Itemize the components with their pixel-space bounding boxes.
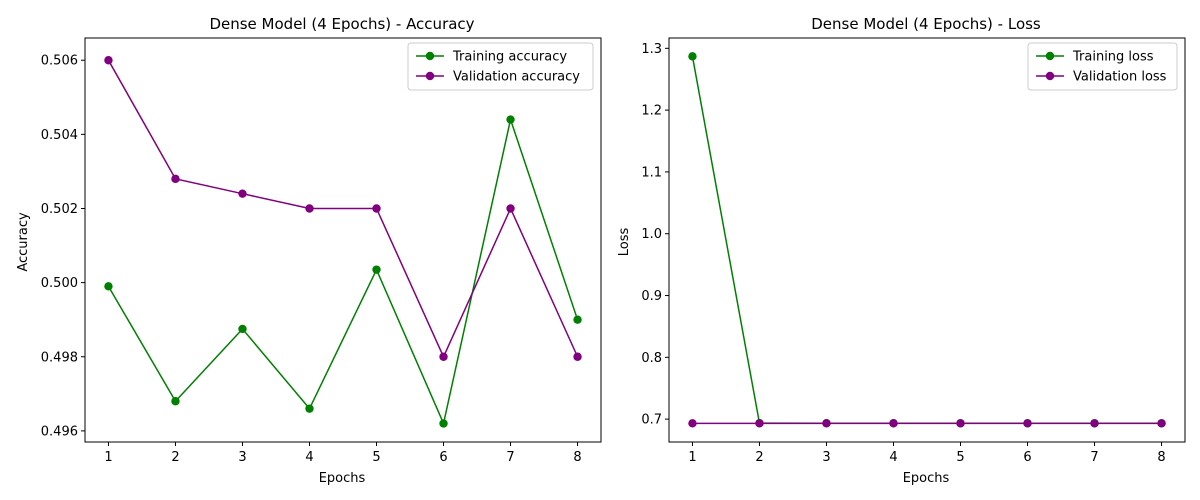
chart-title: Dense Model (4 Epochs) - Accuracy: [209, 15, 474, 33]
data-point: [1090, 419, 1099, 428]
y-tick-label: 0.7: [641, 413, 662, 428]
x-tick-label: 4: [305, 450, 313, 465]
x-tick-label: 2: [171, 450, 179, 465]
legend-label: Validation loss: [1073, 70, 1167, 85]
legend-marker: [425, 51, 435, 61]
legend-label: Training loss: [1072, 50, 1154, 65]
y-tick-label: 1.2: [641, 104, 662, 119]
data-point: [956, 419, 965, 428]
x-tick-label: 7: [1090, 450, 1098, 465]
data-point: [439, 419, 448, 428]
data-point: [372, 204, 381, 213]
y-tick-label: 0.500: [41, 276, 78, 291]
y-tick-label: 0.502: [41, 202, 78, 217]
accuracy-chart: Dense Model (4 Epochs) - Accuracy Epochs…: [16, 15, 602, 486]
y-tick-label: 1.1: [641, 165, 662, 180]
data-point: [439, 352, 448, 361]
data-point: [104, 282, 113, 291]
plot-frame: [668, 37, 1186, 443]
y-tick-label: 0.9: [641, 289, 662, 304]
legend-label: Training accuracy: [452, 50, 567, 65]
data-point: [104, 56, 113, 65]
data-point: [305, 404, 314, 413]
y-tick-label: 0.496: [41, 424, 78, 439]
loss-chart: Dense Model (4 Epochs) - Loss Epochs Los…: [617, 15, 1186, 486]
data-point: [506, 204, 515, 213]
data-point: [171, 397, 180, 406]
x-tick-label: 8: [573, 450, 581, 465]
x-tick-label: 1: [688, 450, 696, 465]
data-point: [171, 174, 180, 184]
axis-ticks: 1 2 3 4 5 6 7 8 0.496 0.498 0.500 0.502 0.504 0.506: [41, 54, 582, 465]
legend: Training loss Validation loss: [1027, 42, 1178, 91]
series-line: [691, 56, 1162, 425]
x-axis-label: Epochs: [903, 471, 950, 486]
y-axis-label: Loss: [617, 228, 632, 257]
x-tick-label: 3: [238, 450, 246, 465]
x-tick-label: 6: [439, 450, 447, 465]
data-point: [238, 324, 247, 334]
y-axis-label: Accuracy: [16, 212, 31, 272]
x-tick-label: 5: [956, 450, 964, 465]
data-point: [573, 315, 582, 324]
y-tick-label: 0.504: [41, 128, 78, 143]
series-lines: [688, 52, 1166, 428]
data-point: [238, 189, 247, 198]
x-tick-label: 5: [372, 450, 380, 465]
data-point: [573, 352, 582, 361]
data-point: [372, 265, 381, 274]
data-point: [1157, 419, 1166, 428]
axis-ticks: 1 2 3 4 5 6 7 8 0.7 0.8 0.9 1.0 1.1 1.2 1.3: [641, 42, 1165, 465]
data-point: [506, 115, 515, 124]
y-tick-label: 1.3: [641, 42, 662, 57]
y-tick-label: 0.8: [641, 351, 662, 366]
x-axis-label: Epochs: [319, 471, 366, 486]
y-tick-label: 1.0: [641, 227, 662, 242]
y-tick-label: 0.498: [41, 350, 78, 365]
y-tick-label: 0.506: [41, 54, 78, 69]
data-point: [889, 419, 898, 428]
data-point: [822, 419, 831, 428]
legend-box: [1027, 42, 1178, 91]
legend-marker: [1045, 71, 1055, 81]
data-point: [305, 204, 314, 213]
x-tick-label: 7: [506, 450, 514, 465]
legend-box: [407, 42, 594, 91]
x-tick-label: 1: [104, 450, 112, 465]
x-tick-label: 4: [889, 450, 897, 465]
x-tick-label: 3: [822, 450, 830, 465]
legend-marker: [425, 71, 435, 81]
series-line: [107, 116, 579, 426]
x-tick-label: 8: [1157, 450, 1165, 465]
x-tick-label: 6: [1023, 450, 1031, 465]
chart-title: Dense Model (4 Epochs) - Loss: [811, 15, 1041, 33]
data-point: [1023, 419, 1032, 428]
legend-label: Validation accuracy: [453, 70, 580, 85]
plot-frame: [84, 37, 602, 443]
legend-marker: [1045, 51, 1055, 61]
series-line: [107, 59, 579, 359]
data-point: [688, 52, 697, 61]
legend: Training accuracy Validation accuracy: [407, 42, 594, 91]
data-point: [688, 419, 697, 428]
x-tick-label: 2: [755, 450, 763, 465]
series-lines: [104, 56, 582, 428]
data-point: [755, 419, 764, 428]
